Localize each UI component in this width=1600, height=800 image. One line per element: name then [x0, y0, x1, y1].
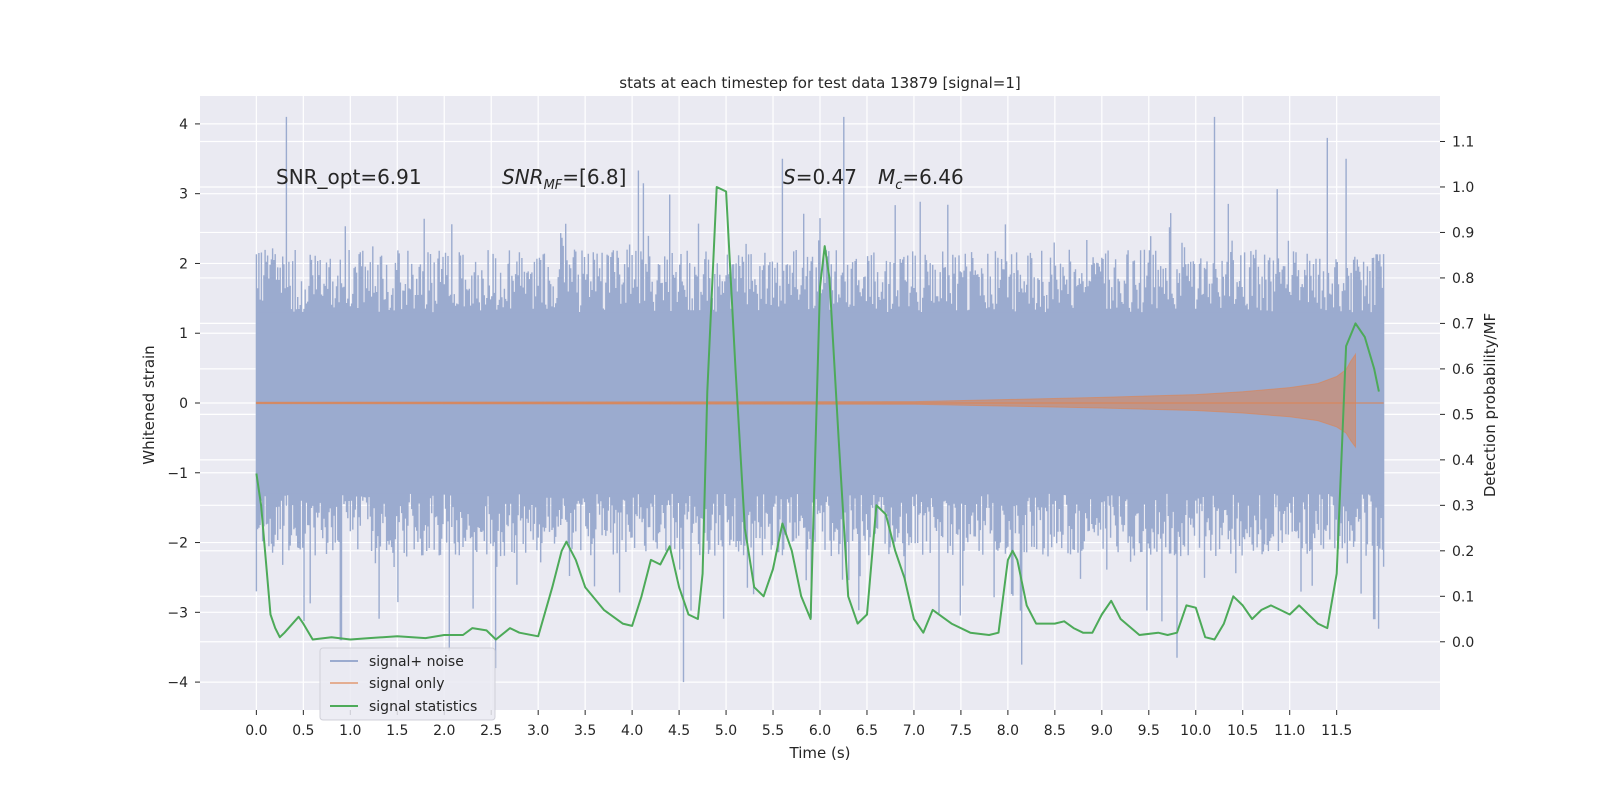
s-main: S	[783, 165, 796, 189]
x-tick-label: 4.5	[668, 723, 690, 739]
x-tick-label: 9.5	[1138, 723, 1160, 739]
y-right-tick-label: 0.9	[1452, 225, 1474, 241]
snr-mf-main: SNR	[502, 165, 544, 189]
chart-title: stats at each timestep for test data 138…	[619, 74, 1020, 92]
legend-label-stats: signal statistics	[369, 699, 477, 715]
legend-label-noise: signal+ noise	[369, 654, 464, 670]
x-tick-label: 0.5	[292, 723, 314, 739]
signal-envelope	[255, 352, 1356, 449]
x-tick-label: 3.0	[527, 723, 549, 739]
legend-box	[319, 647, 496, 721]
x-tick-label: 5.5	[762, 723, 784, 739]
y-right-tick-label: 0.6	[1452, 362, 1474, 378]
y-tick-label: 4	[179, 117, 188, 133]
y-right-tick-label: 0.7	[1452, 316, 1474, 332]
x-tick-label: 11.5	[1321, 723, 1352, 739]
annotation-snr-mf: SNRMF=[6.8]	[502, 165, 626, 193]
statistics-line	[255, 186, 1380, 641]
x-tick-label: 10.5	[1227, 723, 1258, 739]
x-tick-label: 2.5	[480, 723, 502, 739]
y-right-tick-label: 0.8	[1452, 271, 1474, 287]
x-tick-label: 10.0	[1180, 723, 1211, 739]
x-tick-label: 1.0	[339, 723, 361, 739]
snr-mf-rest: =[6.8]	[562, 165, 626, 189]
x-tick-label: 7.0	[903, 723, 925, 739]
y-tick-label: −4	[167, 675, 188, 691]
x-tick-label: 7.5	[950, 723, 972, 739]
y-right-tick-label: 0.2	[1452, 544, 1474, 560]
annotation-snr-opt: SNR_opt=6.91	[276, 165, 422, 189]
x-tick-label: 6.5	[856, 723, 878, 739]
y-right-tick-label: 1.0	[1452, 180, 1474, 196]
snr-mf-sub: MF	[544, 178, 563, 193]
x-tick-label: 5.0	[715, 723, 737, 739]
mc-main: M	[878, 165, 895, 189]
y-right-tick-label: 0.1	[1452, 589, 1474, 605]
y-tick-label: 3	[179, 187, 188, 203]
y-right-tick-label: 0.3	[1452, 498, 1474, 514]
y-tick-label: −2	[167, 536, 188, 552]
y-tick-label: −3	[167, 605, 188, 621]
mc-sub: c	[895, 178, 902, 193]
legend-label-signal: signal only	[369, 676, 444, 692]
y-tick-label: 2	[179, 256, 188, 272]
y-right-tick-labels: 1.1 1.0 0.9 0.8 0.7 0.6 0.5 0.4 0.3 0.2 0.1 0.0	[1440, 134, 1474, 651]
signal-only-series	[255, 352, 1384, 449]
x-tick-label: 1.5	[386, 723, 408, 739]
y-tick-label: 0	[179, 396, 188, 412]
y-right-tick-label: 0.0	[1452, 635, 1474, 651]
x-axis-label: Time (s)	[789, 744, 851, 762]
x-tick-label: 6.0	[809, 723, 831, 739]
legend: signal+ noise signal only signal statist…	[319, 647, 496, 721]
x-tick-label: 11.0	[1274, 723, 1305, 739]
x-tick-label: 0.0	[245, 723, 267, 739]
s-rest: =0.47	[796, 165, 857, 189]
y-tick-labels: 4 3 2 1 0 −1 −2 −3 −4	[167, 117, 200, 691]
x-tick-label: 9.0	[1091, 723, 1113, 739]
x-tick-label: 4.0	[621, 723, 643, 739]
y-axis-label: Whitened strain	[140, 345, 158, 464]
y-right-tick-label: 0.5	[1452, 407, 1474, 423]
x-tick-label: 2.0	[433, 723, 455, 739]
x-tick-label: 8.5	[1044, 723, 1066, 739]
y-right-tick-label: 0.4	[1452, 453, 1474, 469]
x-tick-label: 3.5	[574, 723, 596, 739]
y-tick-label: 1	[179, 326, 188, 342]
mc-rest: =6.46	[902, 165, 963, 189]
y-tick-label: −1	[167, 466, 188, 482]
annotation-s: S=0.47	[783, 165, 857, 189]
y-right-axis-label: Detection probability/MF	[1481, 313, 1499, 497]
signal-statistics-series	[255, 186, 1380, 641]
annotation-mc: Mc=6.46	[878, 165, 964, 193]
y-right-tick-label: 1.1	[1452, 134, 1474, 150]
x-tick-labels: 0.0 0.5 1.0 1.5 2.0 2.5 3.0 3.5 4.0 4.5 5.0 5.5 6.0 6…	[245, 710, 1352, 739]
x-tick-label: 8.0	[997, 723, 1019, 739]
